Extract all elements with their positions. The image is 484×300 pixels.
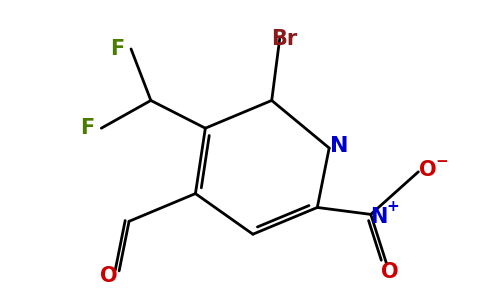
Text: Br: Br <box>272 29 298 49</box>
Text: N: N <box>370 207 387 227</box>
Text: −: − <box>436 154 449 169</box>
Text: O: O <box>100 266 118 286</box>
Text: N: N <box>330 136 348 156</box>
Text: F: F <box>80 118 94 138</box>
Text: F: F <box>110 39 124 59</box>
Text: O: O <box>420 160 437 180</box>
Text: O: O <box>381 262 398 282</box>
Text: +: + <box>386 199 399 214</box>
